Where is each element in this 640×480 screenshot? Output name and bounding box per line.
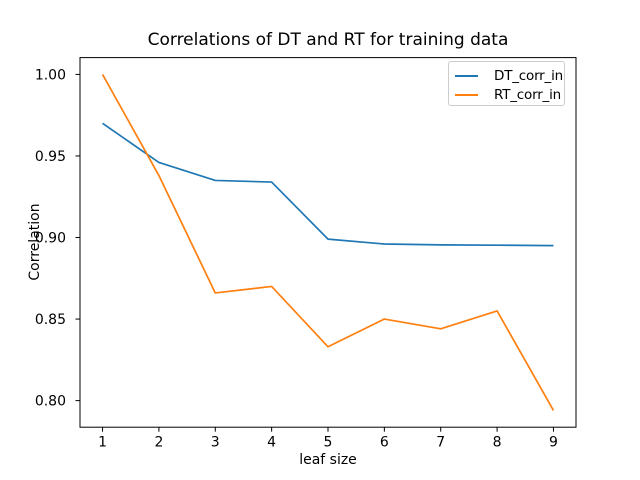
x-tick-label: 8 — [493, 435, 502, 451]
legend-item: RT_corr_in — [455, 85, 564, 104]
y-tick-label: 0.80 — [35, 394, 66, 410]
y-tick-label: 1.00 — [35, 67, 66, 83]
x-tick-label: 2 — [154, 435, 163, 451]
legend: DT_corr_in RT_corr_in — [448, 61, 565, 106]
series-line-RT_corr_in — [101, 73, 555, 411]
legend-label: RT_corr_in — [494, 86, 561, 103]
chart-title: Correlations of DT and RT for training d… — [147, 30, 509, 50]
legend-label: DT_corr_in — [494, 67, 563, 84]
series-line-DT_corr_in — [102, 122, 554, 247]
x-tick-label: 6 — [380, 435, 389, 451]
y-tick-label: 0.90 — [35, 231, 66, 247]
x-axis-label: leaf size — [299, 452, 357, 468]
legend-line-swatch — [455, 93, 478, 96]
x-tick-label: 1 — [98, 435, 107, 451]
x-tick-label: 5 — [324, 435, 333, 451]
x-tick-label: 7 — [436, 435, 445, 451]
y-tick-label: 0.85 — [35, 312, 66, 328]
x-tick-label: 9 — [549, 435, 558, 451]
y-tick-label: 0.95 — [35, 149, 66, 165]
axes-frame — [79, 57, 577, 428]
legend-line-swatch — [455, 74, 478, 77]
x-tick-label: 4 — [267, 435, 276, 451]
legend-item: DT_corr_in — [455, 66, 564, 85]
x-tick-label: 3 — [211, 435, 220, 451]
